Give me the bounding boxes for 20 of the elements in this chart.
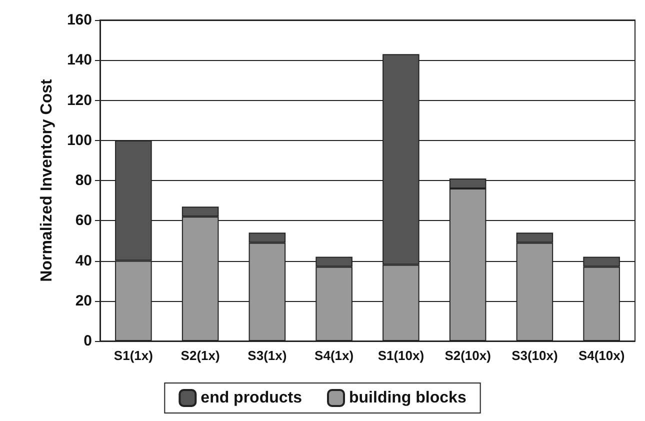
- y-tick-label: 80: [75, 172, 92, 189]
- y-tick-label: 40: [75, 252, 92, 270]
- x-tick-label: S3(1x): [248, 348, 287, 363]
- y-tick-label: 60: [75, 212, 92, 230]
- y-axis-title: Normalized Inventory Cost: [38, 78, 56, 282]
- legend-label: building blocks: [349, 390, 466, 406]
- x-tick-label: S2(10x): [444, 348, 491, 363]
- x-tick-label: S3(10x): [512, 348, 558, 363]
- y-tick-label: 120: [66, 92, 92, 109]
- y-tick-label: 160: [66, 12, 92, 28]
- x-tick-label: S4(1x): [314, 348, 354, 363]
- y-tick-label: 140: [66, 52, 92, 69]
- y-tick-label: 100: [66, 132, 92, 149]
- x-tick-label: S4(10x): [578, 348, 625, 363]
- x-tick-label: S2(1x): [180, 348, 220, 363]
- legend-label: end products: [200, 390, 302, 406]
- y-tick-label: 20: [75, 292, 92, 310]
- x-tick-label: S1(10x): [378, 348, 424, 363]
- y-tick-label: 0: [84, 332, 92, 350]
- x-tick-label: S1(1x): [114, 348, 153, 363]
